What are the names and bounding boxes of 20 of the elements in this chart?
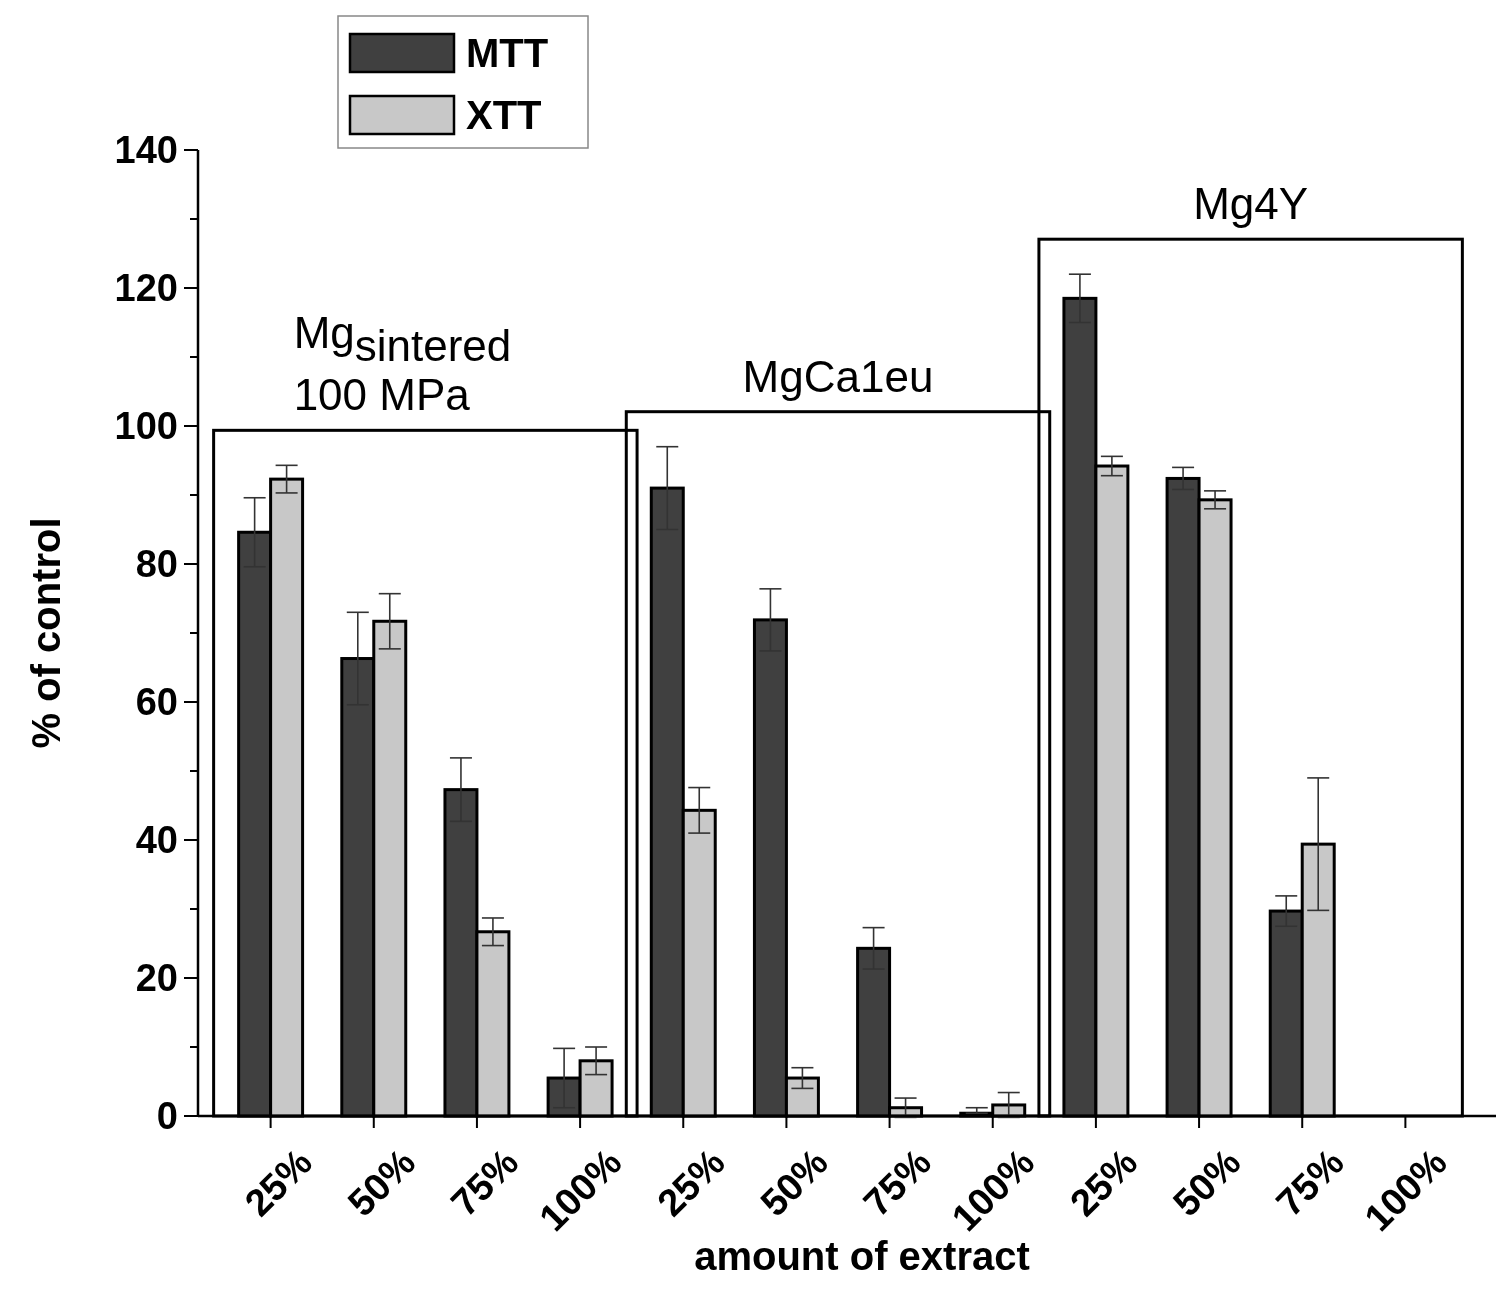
y-axis-title: % of control — [24, 517, 68, 749]
annotation: Mg4Y — [1193, 179, 1309, 229]
y-tick-label: 120 — [114, 267, 178, 310]
y-tick-label: 0 — [156, 1095, 178, 1138]
y-tick-label: 20 — [135, 957, 178, 1000]
y-tick-label: 140 — [114, 129, 178, 172]
y-tick-label: 100 — [114, 405, 178, 448]
x-tick-label: 50% — [752, 1140, 836, 1225]
x-tick-label: 50% — [339, 1140, 424, 1225]
annotation: MgCa1eu — [742, 351, 934, 401]
legend-label: MTT — [466, 31, 549, 75]
x-tick-label: 75% — [855, 1140, 940, 1225]
x-axis-title: amount of extract — [694, 1234, 1030, 1278]
x-tick-label: 75% — [442, 1140, 527, 1225]
y-tick-label: 40 — [135, 819, 178, 862]
y-tick-label: 60 — [135, 681, 178, 724]
legend-label: XTT — [466, 93, 542, 137]
x-tick-label: 75% — [1268, 1140, 1352, 1225]
x-tick-label: 50% — [1165, 1140, 1249, 1225]
y-tick-label: 80 — [135, 543, 178, 586]
